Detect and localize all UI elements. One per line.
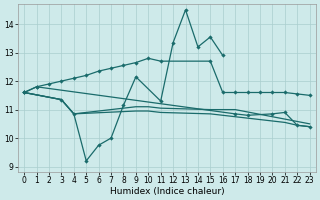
X-axis label: Humidex (Indice chaleur): Humidex (Indice chaleur) <box>109 187 224 196</box>
